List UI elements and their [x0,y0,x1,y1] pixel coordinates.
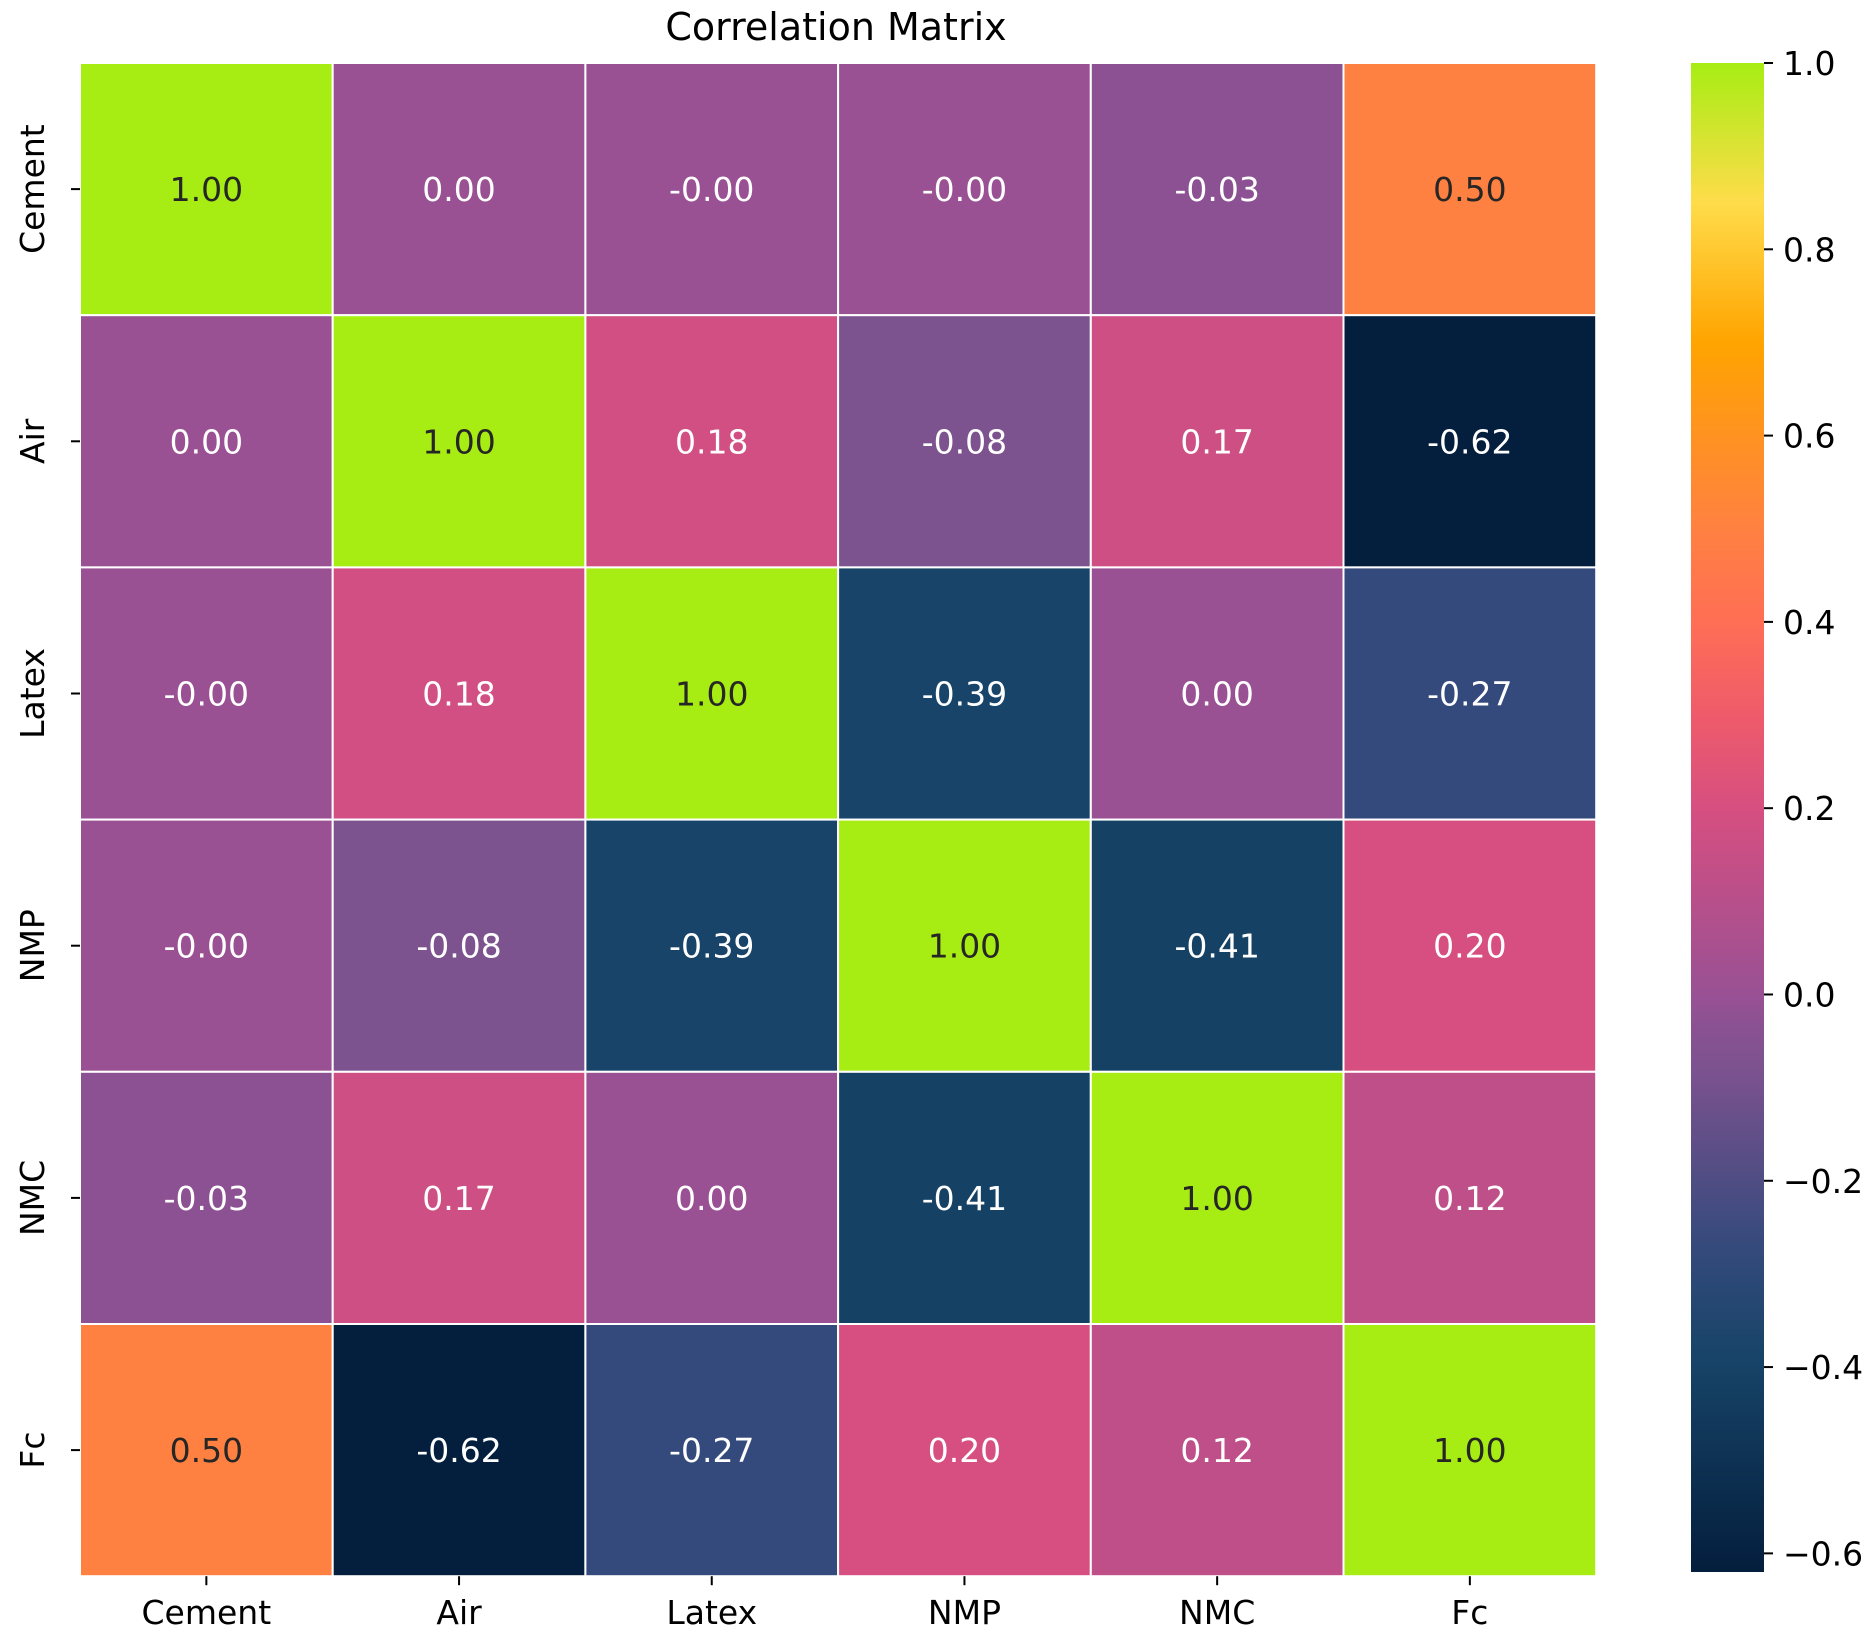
cell-value-label: -0.03 [1174,170,1259,209]
colorbar-tick-label: −0.2 [1783,1162,1863,1201]
x-tick-label: NMP [928,1593,1001,1632]
x-tick-label: Air [436,1593,482,1632]
colorbar: 1.0 0.8 0.6 0.4 0.2 0.0 −0.2 −0.4 −0.6 [1691,44,1863,1573]
cell-value-label: 1.00 [928,927,1001,966]
colorbar-tick-label: 0.0 [1783,975,1835,1014]
cell-value-label: 0.50 [1433,170,1506,209]
cell-value-label: 1.00 [675,675,748,714]
cell-value-label: 1.00 [170,170,243,209]
heatmap-cell-nmc-nmp [837,1070,1092,1326]
heatmap-cell-nmp-fc [1342,818,1598,1073]
heatmap-cell-nmp-nmp [837,818,1092,1073]
cell-value-label: -0.62 [416,1431,501,1470]
cell-value-label: 1.00 [1180,1179,1253,1218]
heatmap-cell-latex-nmp [837,566,1092,821]
heatmap-cell-nmp-nmc [1089,818,1345,1073]
y-tick-label: Fc [13,1432,52,1469]
y-tick-label: NMC [13,1160,52,1236]
cell-value-label: -0.62 [1427,422,1512,461]
cell-value-label: 0.17 [422,1179,495,1218]
heatmap-cell-latex-latex [584,566,840,821]
cell-value-label: -0.00 [164,927,249,966]
cell-value-label: -0.39 [922,675,1007,714]
colorbar-gradient [1691,63,1764,1572]
cell-value-label: 0.17 [1180,422,1253,461]
cell-value-label: 1.00 [1433,1431,1506,1470]
cell-value-label: -0.27 [1427,675,1512,714]
x-tick-label: Latex [666,1593,757,1632]
cell-value-label: -0.41 [1174,927,1259,966]
chart-title: Correlation Matrix [665,5,1006,49]
heatmap-cell-air-air [331,314,587,569]
y-tick-label: Latex [13,648,52,739]
heatmap-cell-latex-fc [1342,566,1598,821]
cell-value-label: 0.00 [675,1179,748,1218]
heatmap-cell-nmc-nmc [1089,1070,1345,1326]
cell-value-label: 0.12 [1180,1431,1253,1470]
heatmap-cell-air-fc [1342,314,1598,569]
cell-value-label: 0.00 [170,422,243,461]
heatmap-cell-fc-fc [1342,1323,1598,1578]
heatmap-cell-nmp-latex [584,818,840,1073]
colorbar-tick-label: 0.8 [1783,230,1835,269]
cell-value-label: 0.12 [1433,1179,1506,1218]
y-tick-label: Air [13,418,52,464]
cell-value-label: 0.18 [675,422,748,461]
colorbar-ticks: 1.0 0.8 0.6 0.4 0.2 0.0 −0.2 −0.4 −0.6 [1764,44,1863,1573]
cell-value-label: 1.00 [422,422,495,461]
heatmap-cell-cement-cement [79,62,334,317]
heatmap-cell-cement-fc [1342,62,1598,317]
colorbar-tick-label: −0.4 [1783,1348,1863,1387]
cell-value-label: -0.00 [922,170,1007,209]
heatmap-cell-latex-air [331,566,587,821]
heatmap-cell-fc-cement [79,1323,334,1578]
heatmap-cell-cement-latex [584,62,840,317]
heatmap-cell-nmc-fc [1342,1070,1598,1326]
colorbar-tick-label: −0.6 [1783,1534,1863,1573]
heatmap-cell-air-nmp [837,314,1092,569]
y-tick-label: NMP [13,909,52,982]
heatmap-cell-latex-nmc [1089,566,1345,821]
cell-value-label: -0.39 [669,927,754,966]
heatmap-cell-fc-nmc [1089,1323,1345,1578]
x-tick-label: Fc [1451,1593,1488,1632]
cell-value-label: 0.20 [1433,927,1506,966]
heatmap-cell-labels: 1.00 0.00 -0.00 -0.00 -0.03 0.50 0.00 1.00 0.18 -… [164,170,1513,1470]
x-tick-label: NMC [1179,1593,1255,1632]
cell-value-label: -0.41 [922,1179,1007,1218]
heatmap-cell-latex-cement [79,566,334,821]
cell-value-label: -0.00 [669,170,754,209]
heatmap-cell-cement-nmc [1089,62,1345,317]
y-axis: Cement Air Latex NMP NMC Fc [13,124,80,1469]
cell-value-label: -0.08 [416,927,501,966]
x-tick-label: Cement [142,1593,272,1632]
cell-value-label: -0.03 [164,1179,249,1218]
colorbar-tick-label: 0.4 [1783,603,1835,642]
colorbar-tick-label: 0.6 [1783,417,1835,456]
heatmap-cell-nmc-latex [584,1070,840,1326]
x-axis: Cement Air Latex NMP NMC Fc [142,1576,1488,1632]
heatmap-cell-nmc-cement [79,1070,334,1326]
cell-value-label: 0.00 [422,170,495,209]
cell-value-label: 0.00 [1180,675,1253,714]
cell-value-label: -0.27 [669,1431,754,1470]
heatmap-cell-nmp-cement [79,818,334,1073]
cell-value-label: 0.18 [422,675,495,714]
cell-value-label: 0.20 [928,1431,1001,1470]
colorbar-tick-label: 1.0 [1783,44,1835,83]
heatmap-cell-cement-nmp [837,62,1092,317]
cell-value-label: 0.50 [170,1431,243,1470]
cell-value-label: -0.00 [164,675,249,714]
colorbar-tick-label: 0.2 [1783,789,1835,828]
cell-value-label: -0.08 [922,422,1007,461]
heatmap-cells [79,62,1598,1578]
heatmap-cell-nmp-air [331,818,587,1073]
heatmap-cell-cement-air [331,62,587,317]
y-tick-label: Cement [13,124,52,254]
